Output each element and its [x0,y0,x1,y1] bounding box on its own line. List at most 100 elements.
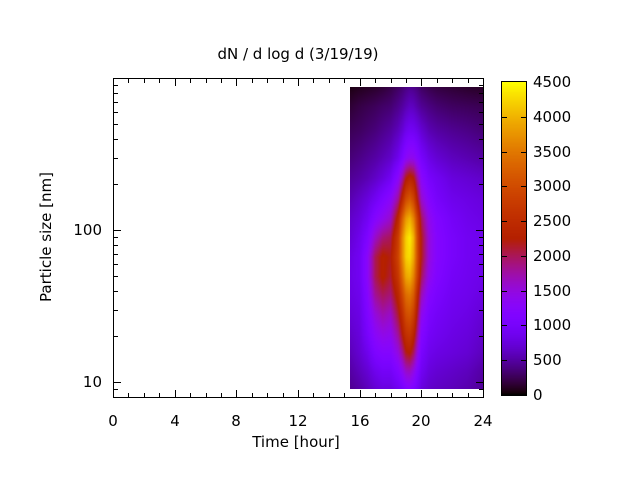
x-axis-tick [175,79,176,86]
x-axis-tick [298,390,299,397]
x-axis-tick [113,79,114,86]
colorbar-tick [521,186,526,187]
colorbar-tick [502,360,507,361]
y-axis-tick [479,336,483,337]
colorbar-tick [502,325,507,326]
x-axis-tick [360,79,361,86]
y-axis-tick [479,85,483,86]
y-axis-tick [114,276,118,277]
x-tick-label: 4 [170,412,180,430]
x-axis-tick [159,393,160,397]
y-axis-tick [114,230,121,231]
y-axis-tick [114,245,118,246]
colorbar-tick [502,152,507,153]
colorbar-tick-label: 4500 [533,73,572,91]
y-axis-tick [114,124,118,125]
y-axis-tick [479,124,483,125]
y-tick-label: 100 [73,221,102,239]
colorbar-tick [502,186,507,187]
x-axis-tick [452,393,453,397]
x-axis-tick [236,390,237,397]
y-axis-tick [479,112,483,113]
chart-title: dN / d log d (3/19/19) [217,45,379,63]
y-axis-tick [479,245,483,246]
colorbar-tick [521,117,526,118]
x-axis-label: Time [hour] [252,433,340,451]
y-axis-tick [114,254,118,255]
y-tick-label: 10 [82,373,102,391]
x-axis-tick [329,393,330,397]
colorbar-tick [521,291,526,292]
y-axis-tick [476,230,483,231]
x-axis-tick [391,79,392,83]
x-axis-tick [452,79,453,83]
x-axis-tick [144,393,145,397]
y-axis-tick [114,158,118,159]
x-axis-tick [406,79,407,83]
x-axis-tick [144,79,145,83]
y-axis-tick [114,291,118,292]
x-axis-tick [267,393,268,397]
x-axis-tick [468,393,469,397]
colorbar-tick-label: 1000 [533,316,572,334]
x-axis-tick [421,390,422,397]
colorbar-tick-label: 3000 [533,177,572,195]
colorbar-gradient [502,82,526,395]
x-axis-tick [421,79,422,86]
x-axis-tick [206,79,207,83]
x-axis-tick [128,79,129,83]
colorbar-tick [502,291,507,292]
colorbar-tick [521,360,526,361]
x-axis-tick [468,79,469,83]
x-axis-tick [175,390,176,397]
x-axis-tick [313,393,314,397]
x-axis-tick [190,79,191,83]
y-axis-tick [114,184,118,185]
colorbar-tick [502,221,507,222]
x-axis-tick [113,390,114,397]
x-axis-tick [406,393,407,397]
x-tick-label: 8 [231,412,241,430]
y-axis-tick [479,389,483,390]
x-tick-label: 20 [411,412,431,430]
colorbar-tick [521,256,526,257]
x-axis-tick [437,393,438,397]
y-axis-tick [479,276,483,277]
x-axis-tick [252,393,253,397]
y-axis-tick [479,310,483,311]
x-axis-tick [375,79,376,83]
x-axis-tick [483,79,484,86]
y-axis-tick [114,264,118,265]
y-axis-tick [114,93,118,94]
colorbar-tick [502,256,507,257]
colorbar-tick-label: 0 [533,386,543,404]
x-axis-tick [252,79,253,83]
y-axis-tick [479,291,483,292]
y-axis-tick [114,112,118,113]
y-axis-tick [476,382,483,383]
colorbar-tick [502,117,507,118]
colorbar-tick-label: 500 [533,351,562,369]
x-tick-label: 24 [473,412,493,430]
y-axis-tick [114,336,118,337]
colorbar-tick-label: 2000 [533,247,572,265]
y-axis-tick [479,93,483,94]
y-axis-tick [479,158,483,159]
x-tick-label: 16 [350,412,370,430]
x-axis-tick [313,79,314,83]
y-axis-tick [114,102,118,103]
y-axis-tick [114,85,118,86]
x-axis-tick [128,393,129,397]
colorbar-tick [521,325,526,326]
x-tick-label: 0 [108,412,118,430]
colorbar-tick [521,152,526,153]
colorbar-tick [521,221,526,222]
x-axis-tick [344,393,345,397]
x-axis-tick [236,79,237,86]
x-tick-label: 12 [288,412,308,430]
plot-border [113,78,484,398]
x-axis-tick [298,79,299,86]
x-axis-tick [267,79,268,83]
colorbar-tick-label: 4000 [533,108,572,126]
x-axis-tick [221,79,222,83]
